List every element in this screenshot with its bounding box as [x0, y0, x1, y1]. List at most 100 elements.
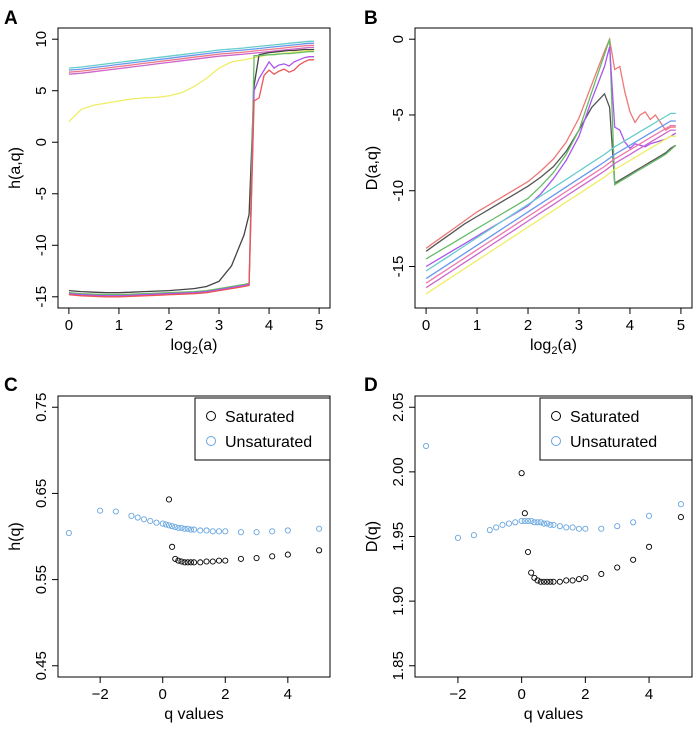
panel-d-point-saturated: [534, 577, 541, 584]
panel-d-point-saturated: [518, 470, 525, 477]
panel-c-point-unsaturated: [147, 517, 154, 525]
panel-d-legend-label: Unsaturated: [570, 434, 657, 451]
panel-d-y-tick-label: 1.95: [390, 522, 407, 551]
panel-a-x-tick-label: 1: [115, 317, 123, 334]
panel-d-point-unsaturated: [540, 520, 547, 527]
panel-c-point-unsaturated: [162, 521, 169, 528]
panel-d-point-unsaturated: [547, 521, 554, 528]
panel-b-series-line-q9: [425, 135, 676, 295]
panel-d-point-unsaturated: [556, 523, 563, 530]
panel-c-point-saturated: [184, 559, 191, 566]
panel-b-series-line-q5: [425, 112, 676, 272]
panel-c-point-unsaturated: [181, 525, 188, 532]
panel-c-point-unsaturated: [97, 507, 104, 514]
panel-c-point-unsaturated: [284, 527, 291, 534]
panel-c-point-unsaturated: [159, 520, 166, 527]
panel-d-point-unsaturated: [575, 525, 583, 532]
panel-d-point-unsaturated: [505, 520, 512, 527]
panel-c-y-tick-label: 0.75: [33, 393, 50, 422]
panel-d-point-unsaturated: [537, 519, 544, 526]
panel-d-point-saturated: [646, 543, 653, 550]
panel-d-point-saturated: [614, 564, 621, 571]
panel-d-point-unsaturated: [677, 501, 684, 508]
panel-c-point-saturated: [187, 559, 194, 566]
panel-b-x-tick-label: 5: [677, 317, 685, 334]
panel-c-legend-label: Unsaturated: [225, 434, 312, 451]
panel-d-legend: [539, 397, 693, 461]
panel-b-chart: 0 1 2 3 4 5 -15 -10 -5 0 log2(a) D(a,q): [364, 27, 693, 357]
panel-c-point-saturated: [316, 547, 323, 554]
panel-b-series-line-q3: [425, 38, 677, 260]
panel-c-point-unsaturated: [190, 526, 198, 533]
panel-c-point-unsaturated: [65, 530, 72, 537]
panel-d-point-saturated: [582, 574, 589, 581]
panel-c-point-unsaturated: [153, 519, 160, 526]
panel-c-y-tick-label: 0.65: [33, 479, 50, 508]
panel-d-point-unsaturated: [646, 512, 653, 519]
panel-b-x-tick-label: 1: [473, 317, 481, 334]
panel-a-y-tick-label: 5: [33, 87, 50, 95]
panel-c-point-unsaturated: [187, 526, 194, 533]
panel-d-point-unsaturated: [454, 534, 461, 541]
panel-b-y-tick-label: 0: [390, 35, 407, 43]
panel-b-x-tick-label: 0: [422, 317, 430, 334]
panel-c-point-saturated: [284, 551, 291, 558]
panel-c-point-unsaturated: [203, 527, 210, 534]
panel-c-point-unsaturated: [134, 514, 141, 521]
panel-a-series-line-q2: [68, 42, 315, 71]
panel-b-series-line-q4: [425, 46, 677, 268]
panel-d-point-saturated: [544, 578, 551, 585]
panel-c-point-saturated: [178, 558, 185, 565]
panel-a-plot-frame: [57, 27, 331, 309]
panel-d-point-saturated: [537, 578, 544, 585]
panel-c-point-unsaturated: [172, 523, 179, 531]
panel-d-x-tick-label: −2: [449, 686, 466, 703]
panel-c-point-saturated: [215, 557, 223, 564]
panel-a-series-line-q8: [68, 56, 315, 297]
panel-c-point-unsaturated: [175, 524, 182, 531]
panel-c-point-saturated: [222, 557, 229, 564]
panel-a-y-tick-label: -10: [33, 234, 50, 256]
panel-d-point-unsaturated: [486, 526, 493, 534]
panel-a-y-tick-label: -15: [33, 286, 50, 308]
panel-d-y-tick-label: 1.85: [390, 651, 407, 680]
panel-b-plot-frame: [414, 27, 693, 309]
panel-a-y-tick-label: -5: [33, 187, 50, 200]
panel-a-x-tick-label: 2: [165, 317, 173, 334]
panel-d-legend-label: Saturated: [570, 409, 639, 426]
panel-c-legend-label: Saturated: [225, 409, 294, 426]
panel-a-series-line-q4: [68, 46, 315, 75]
panel-d-point-unsaturated: [598, 525, 605, 532]
panel-d-point-unsaturated: [524, 517, 532, 525]
panel-d-point-unsaturated: [563, 524, 570, 531]
panel-a-series-line-q9: [68, 59, 315, 298]
panel-a-series-line-q7: [68, 50, 315, 296]
panel-d-point-unsaturated: [470, 532, 477, 539]
panel-b-y-axis-title: D(a,q): [364, 146, 381, 190]
panel-c-point-unsaturated: [178, 524, 185, 531]
panel-d-point-saturated: [521, 510, 528, 517]
panel-d-point-saturated: [550, 578, 557, 585]
panel-d-point-saturated: [556, 578, 563, 585]
panel-d-point-unsaturated: [521, 517, 528, 525]
panel-b-y-tick-label: -15: [390, 256, 407, 278]
panel-d-point-unsaturated: [534, 519, 541, 526]
panel-c-point-unsaturated: [253, 529, 260, 536]
panel-c-x-tick-label: 4: [284, 686, 292, 703]
panel-c-x-tick-label: 2: [221, 686, 229, 703]
panel-c-point-unsaturated: [197, 527, 204, 534]
panel-c-x-axis-title: q values: [164, 706, 224, 723]
panel-c-point-unsaturated: [215, 528, 223, 535]
panel-d-y-tick-label: 2.00: [390, 457, 407, 486]
panel-b-x-tick-label: 3: [575, 317, 583, 334]
panel-c-point-unsaturated: [184, 525, 191, 532]
panel-c-point-saturated: [253, 554, 260, 562]
panel-a-x-axis-title: log2(a): [170, 337, 217, 357]
panel-c-point-saturated: [169, 543, 176, 550]
panel-b-series-line-q6: [425, 120, 676, 280]
panel-c-point-saturated: [172, 555, 179, 562]
panel-d-point-saturated: [540, 578, 547, 585]
panel-c-point-unsaturated: [237, 529, 244, 536]
panel-c-plot-frame: [57, 395, 331, 678]
